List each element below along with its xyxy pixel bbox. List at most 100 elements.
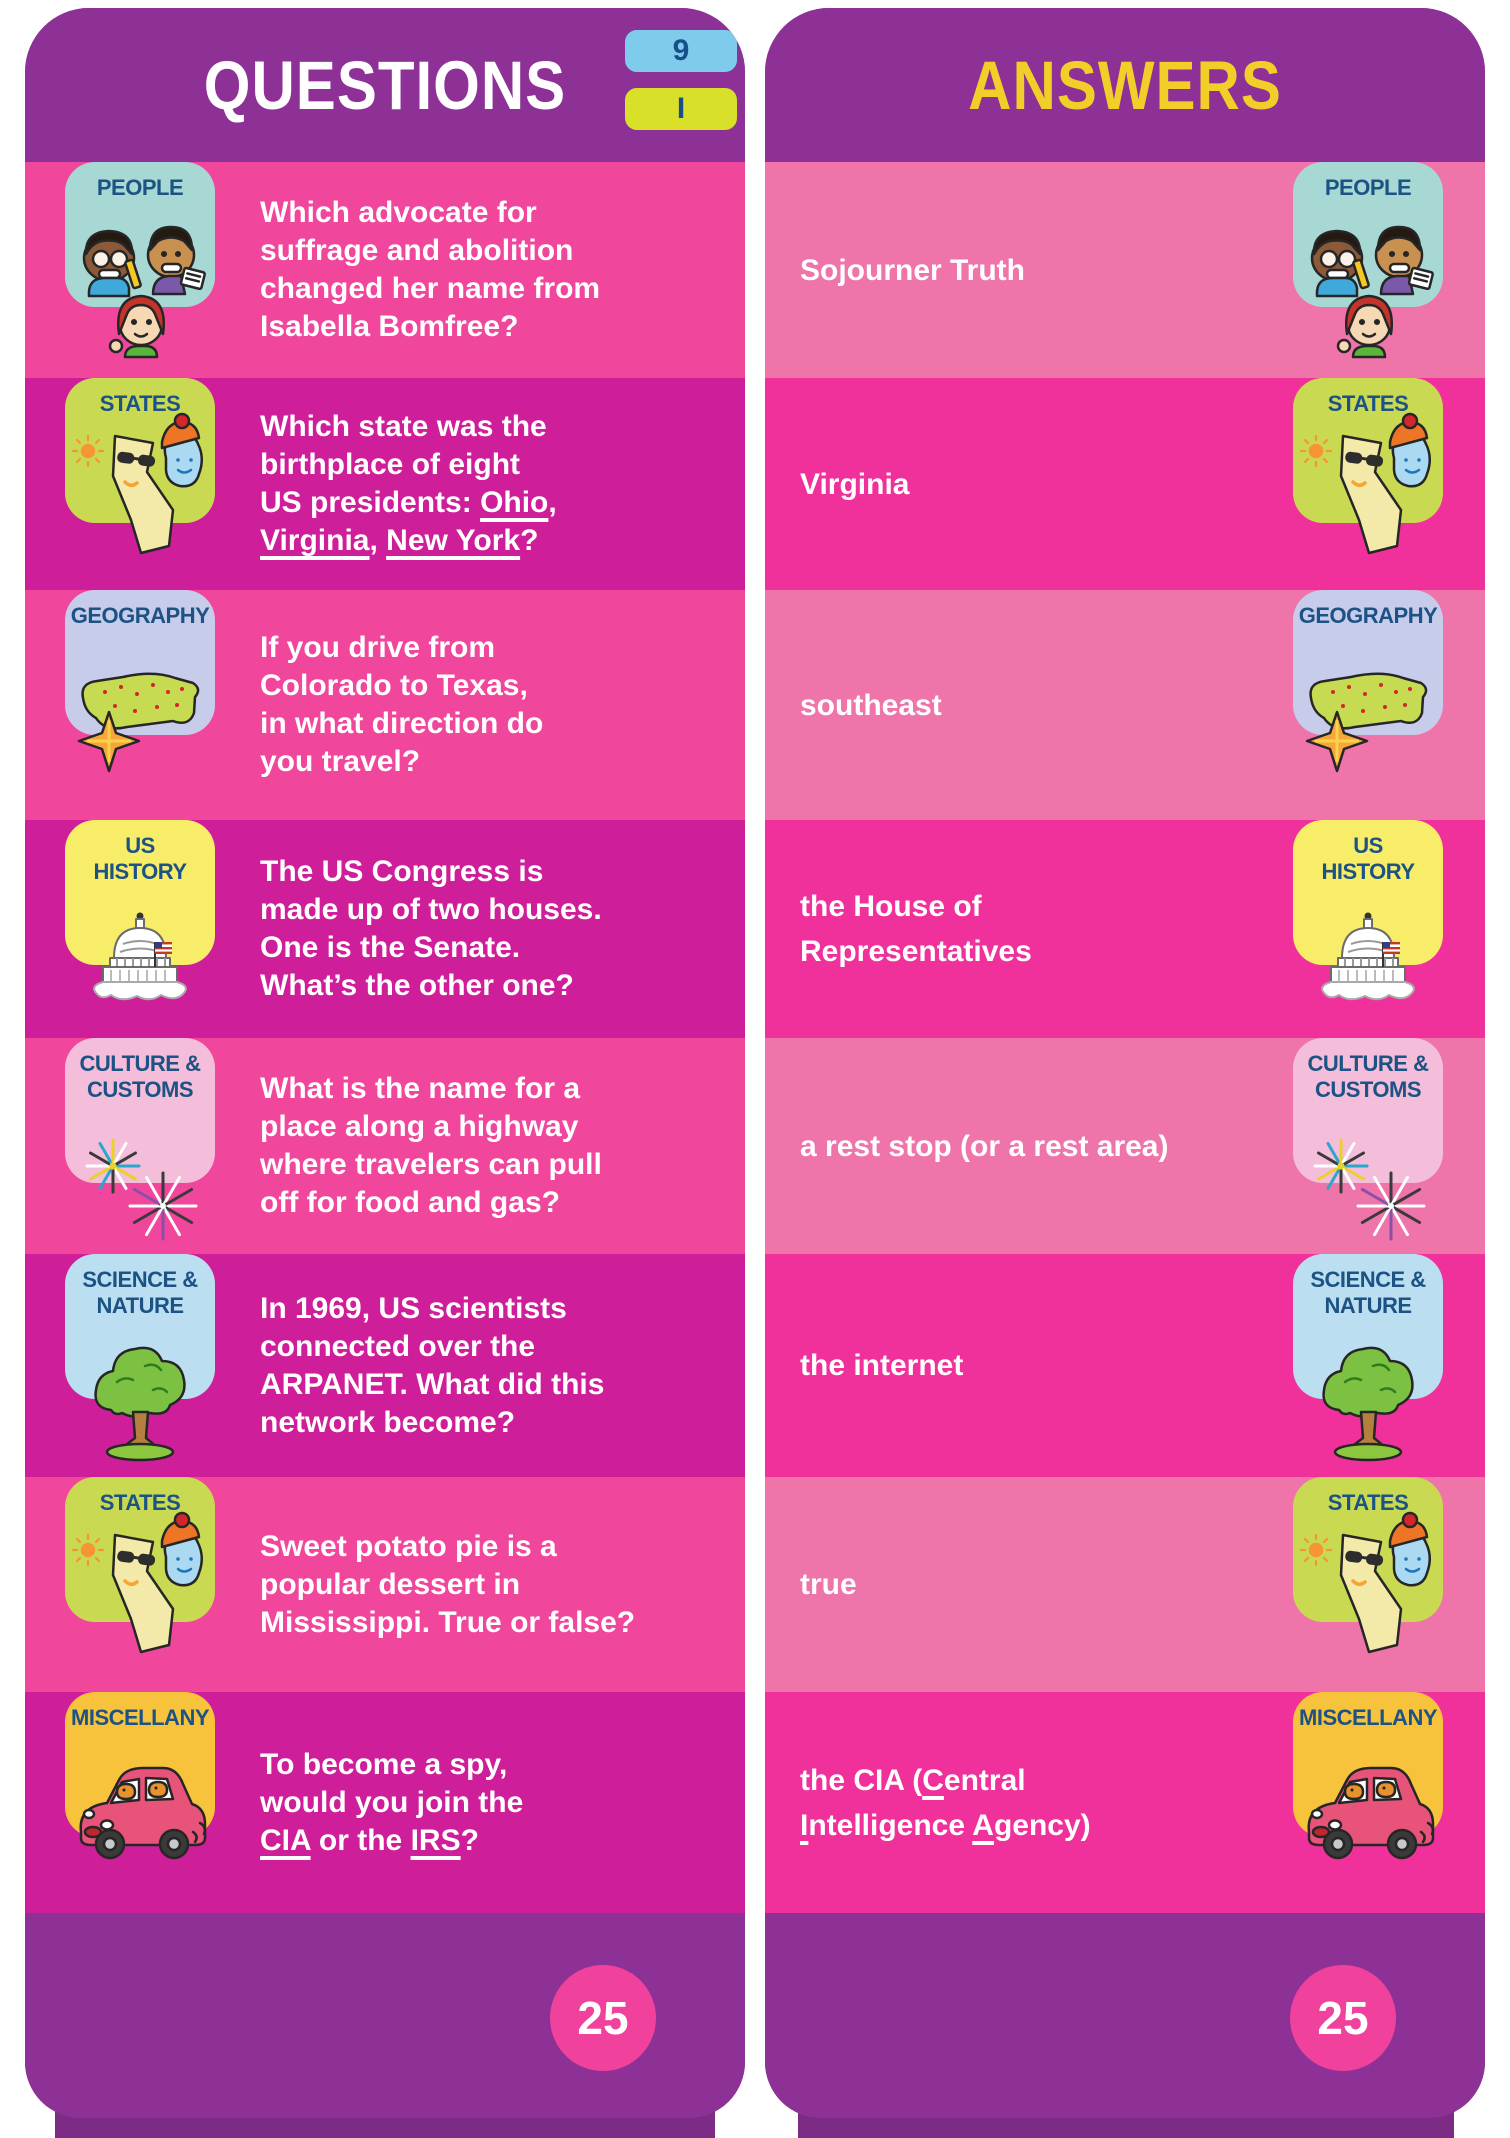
text-line: Intelligence Agency) bbox=[800, 1808, 1091, 1842]
category-label: SCIENCE & NATURE bbox=[1310, 1267, 1426, 1318]
question-text: If you drive from Colorado to Texas, in wh… bbox=[260, 590, 715, 820]
text-line: network become? bbox=[260, 1405, 516, 1439]
answer-text: the House of Representatives bbox=[800, 820, 1278, 1038]
category-badge-us-history: US HISTORY bbox=[1293, 820, 1443, 1001]
answer-text: the internet bbox=[800, 1254, 1278, 1477]
category-label: SCIENCE & NATURE bbox=[82, 1267, 198, 1318]
answer-text: southeast bbox=[800, 590, 1278, 820]
category-label: GEOGRAPHY bbox=[70, 603, 210, 628]
category-badge-states: STATES bbox=[1293, 1477, 1443, 1654]
answer-text: Virginia bbox=[800, 378, 1278, 590]
category-label: PEOPLE bbox=[96, 175, 184, 200]
text-line: popular dessert in bbox=[260, 1567, 521, 1601]
grade-pill-bottom: I bbox=[625, 88, 737, 130]
question-row: STATES Which state was the birthplace of e… bbox=[25, 378, 745, 590]
answer-row: PEOPLE Sojourner Truth bbox=[765, 162, 1485, 378]
text-line: The US Congress is bbox=[260, 855, 544, 888]
answer-row: CULTURE & CUSTOMS a rest stop (or a rest … bbox=[765, 1038, 1485, 1254]
category-label: PEOPLE bbox=[1324, 175, 1412, 200]
category-badge-states: STATES bbox=[65, 378, 215, 555]
question-row: PEOPLE Which advocate for suffrage and abo… bbox=[25, 162, 745, 378]
category-badge-miscellany: MISCELLANY bbox=[65, 1692, 215, 1860]
question-text: Sweet potato pie is a popular dessert in M… bbox=[260, 1477, 715, 1692]
category-badge-culture-customs: CULTURE & CUSTOMS bbox=[1293, 1038, 1443, 1241]
category-badge-geography: GEOGRAPHY bbox=[1293, 590, 1443, 773]
answers-header: ANSWERS bbox=[765, 8, 1485, 162]
answer-text: a rest stop (or a rest area) bbox=[800, 1038, 1278, 1254]
category-badge-people: PEOPLE bbox=[65, 162, 215, 359]
text-line: Representatives bbox=[800, 935, 1032, 968]
answer-row: US HISTORY the House of Representatives bbox=[765, 820, 1485, 1038]
text-line: a rest stop (or a rest area) bbox=[800, 1129, 1169, 1163]
answer-text: true bbox=[800, 1477, 1278, 1692]
text-line: place along a highway bbox=[260, 1110, 579, 1143]
category-badge-geography: GEOGRAPHY bbox=[65, 590, 215, 773]
text-line: in what direction do bbox=[260, 707, 544, 740]
text-line: Colorado to Texas, bbox=[260, 669, 528, 702]
text-line: Virginia bbox=[800, 467, 910, 501]
answer-text: Sojourner Truth bbox=[800, 162, 1278, 378]
text-line: the CIA (Central bbox=[800, 1763, 1026, 1797]
text-line: What’s the other one? bbox=[260, 969, 574, 1002]
text-line: Which advocate for bbox=[260, 196, 537, 229]
questions-footer: 25 bbox=[25, 1913, 745, 2118]
answer-row: STATES Virginia bbox=[765, 378, 1485, 590]
text-line: suffrage and abolition bbox=[260, 234, 574, 267]
text-line: US presidents: Ohio, bbox=[260, 486, 557, 519]
text-line: ARPANET. What did this bbox=[260, 1367, 605, 1401]
category-label: CULTURE & CUSTOMS bbox=[79, 1051, 201, 1102]
category-label: US HISTORY bbox=[1321, 833, 1415, 884]
category-label: US HISTORY bbox=[93, 833, 187, 884]
category-label: MISCELLANY bbox=[1299, 1705, 1438, 1730]
text-line: connected over the bbox=[260, 1329, 536, 1363]
text-line: Virginia, New York? bbox=[260, 524, 539, 557]
question-row: SCIENCE & NATURE In 1969, US scientists co… bbox=[25, 1254, 745, 1477]
answer-row: SCIENCE & NATURE the internet bbox=[765, 1254, 1485, 1477]
answer-text: the CIA (Central Intelligence Agency) bbox=[800, 1692, 1278, 1913]
category-badge-states: STATES bbox=[65, 1477, 215, 1654]
question-text: The US Congress is made up of two houses.… bbox=[260, 820, 715, 1038]
text-line: would you join the bbox=[260, 1785, 524, 1819]
questions-header: QUESTIONS 9 I bbox=[25, 8, 745, 162]
page-number-badge: 25 bbox=[1290, 1965, 1396, 2071]
category-label: STATES bbox=[1327, 1490, 1409, 1515]
text-line: the internet bbox=[800, 1349, 964, 1382]
answers-title: ANSWERS bbox=[968, 46, 1282, 124]
questions-rows: PEOPLE Which advocate for suffrage and abo… bbox=[25, 162, 745, 1913]
grade-badge: 9 I bbox=[625, 30, 737, 130]
text-line: true bbox=[800, 1568, 857, 1601]
text-line: To become a spy, bbox=[260, 1747, 508, 1781]
answers-rows: PEOPLE Sojourner Truth STATES Virginia GEOGR… bbox=[765, 162, 1485, 1913]
answer-row: STATES true bbox=[765, 1477, 1485, 1692]
question-text: In 1969, US scientists connected over the… bbox=[260, 1254, 715, 1477]
question-row: STATES Sweet potato pie is a popular desse… bbox=[25, 1477, 745, 1692]
category-label: STATES bbox=[99, 391, 181, 416]
question-row: US HISTORY The US Congress is made up of t… bbox=[25, 820, 745, 1038]
answers-card: ANSWERS PEOPLE Sojourner Truth STATES Virgi… bbox=[765, 8, 1485, 2118]
question-text: What is the name for a place along a high… bbox=[260, 1038, 715, 1254]
text-line: What is the name for a bbox=[260, 1072, 581, 1105]
question-row: MISCELLANY To become a spy, would you join… bbox=[25, 1692, 745, 1913]
text-line: birthplace of eight bbox=[260, 448, 521, 481]
question-text: Which advocate for suffrage and abolition… bbox=[260, 162, 715, 378]
text-line: Mississippi. True or false? bbox=[260, 1605, 636, 1639]
category-badge-us-history: US HISTORY bbox=[65, 820, 215, 1001]
text-line: Sojourner Truth bbox=[800, 253, 1025, 287]
category-label: MISCELLANY bbox=[71, 1705, 210, 1730]
answer-row: MISCELLANY the CIA (Central Intelligence A… bbox=[765, 1692, 1485, 1913]
category-badge-miscellany: MISCELLANY bbox=[1293, 1692, 1443, 1860]
category-badge-people: PEOPLE bbox=[1293, 162, 1443, 359]
question-row: CULTURE & CUSTOMS What is the name for a p… bbox=[25, 1038, 745, 1254]
text-line: where travelers can pull bbox=[260, 1148, 602, 1181]
category-badge-culture-customs: CULTURE & CUSTOMS bbox=[65, 1038, 215, 1241]
answer-row: GEOGRAPHY southeast bbox=[765, 590, 1485, 820]
category-badge-science-nature: SCIENCE & NATURE bbox=[1293, 1254, 1443, 1462]
text-line: southeast bbox=[800, 688, 942, 722]
question-row: GEOGRAPHY If you drive from Colorado to Te… bbox=[25, 590, 745, 820]
category-label: STATES bbox=[99, 1490, 181, 1515]
questions-title: QUESTIONS bbox=[203, 46, 567, 124]
text-line: One is the Senate. bbox=[260, 931, 521, 964]
category-label: STATES bbox=[1327, 391, 1409, 416]
text-line: off for food and gas? bbox=[260, 1186, 560, 1219]
